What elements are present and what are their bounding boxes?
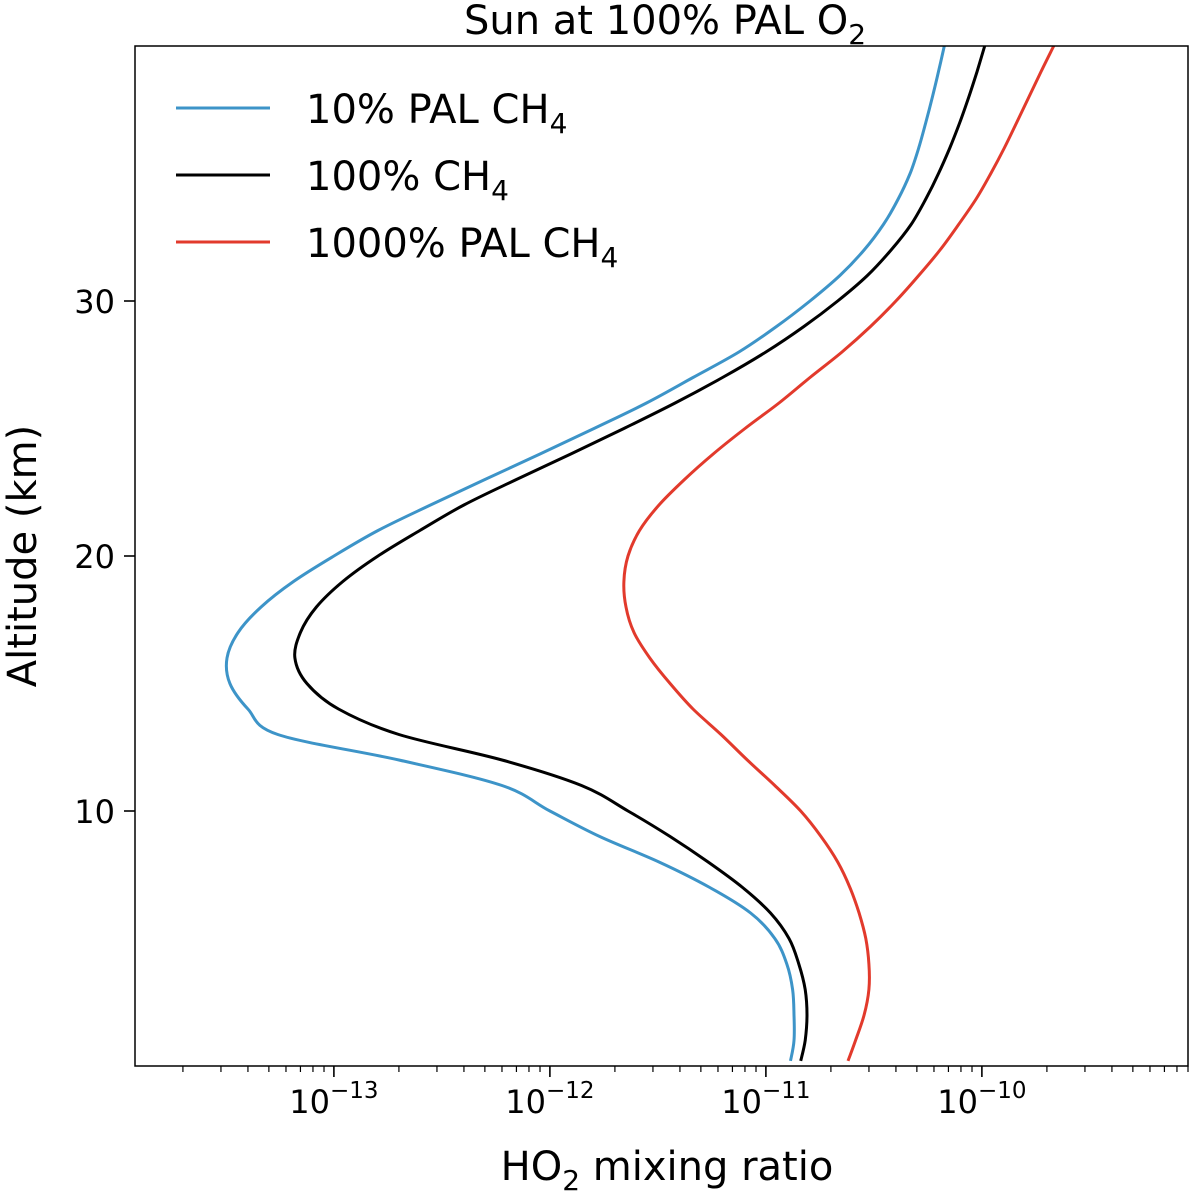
legend-label-1000pct: 1000% PAL CH4	[306, 221, 618, 274]
legend-entry-100pct: 100% CH4	[176, 154, 509, 207]
legend-entry-1000pct: 1000% PAL CH4	[176, 221, 618, 274]
y-tick-label: 20	[74, 538, 115, 576]
x-tick-label-exponent: −12	[546, 1078, 595, 1104]
legend-label-1000pct-subscript: 4	[600, 241, 618, 274]
chart-title-subscript: 2	[848, 18, 866, 51]
series-line-2	[622, 45, 1056, 1062]
x-tick-label-base: 10	[937, 1083, 978, 1121]
x-tick-label: 10−13	[289, 1078, 378, 1121]
x-tick-label-base: 10	[289, 1083, 330, 1121]
legend-label-100pct-subscript: 4	[491, 174, 509, 207]
legend: 10% PAL CH4 100% CH4 1000% PAL CH4	[176, 87, 618, 274]
x-tick-label-exponent: −11	[762, 1078, 811, 1104]
x-tick-label-base: 10	[505, 1083, 546, 1121]
series-line-0	[224, 45, 946, 1062]
legend-label-10pct: 10% PAL CH4	[306, 87, 567, 140]
x-minor-ticks	[182, 1066, 1189, 1072]
x-major-ticks: 10−13 10−12 10−11 10−10	[289, 1066, 1027, 1121]
chart-title: Sun at 100% PAL O2	[464, 0, 866, 51]
legend-entry-10pct: 10% PAL CH4	[176, 87, 567, 140]
x-axis-label-subscript: 2	[562, 1164, 580, 1193]
x-axis-label: HO2 mixing ratio	[501, 1144, 834, 1193]
x-tick-label: 10−11	[721, 1078, 810, 1121]
legend-label-100pct: 100% CH4	[306, 154, 509, 207]
legend-label-10pct-subscript: 4	[550, 107, 568, 140]
y-tick-label: 30	[74, 283, 115, 321]
x-tick-label-exponent: −10	[978, 1078, 1027, 1104]
y-tick-label: 10	[74, 793, 115, 831]
plot-frame	[134, 45, 1189, 1067]
x-tick-label: 10−12	[505, 1078, 594, 1121]
x-axis-label-rest: mixing ratio	[580, 1144, 833, 1190]
x-tick-label-base: 10	[721, 1083, 762, 1121]
x-tick-label-exponent: −13	[330, 1078, 379, 1104]
series-lines	[224, 45, 1056, 1062]
x-tick-label: 10−10	[937, 1078, 1026, 1121]
y-axis-label: Altitude (km)	[0, 425, 46, 687]
y-ticks: 10 20 30	[74, 283, 135, 831]
series-line-1	[293, 45, 987, 1062]
